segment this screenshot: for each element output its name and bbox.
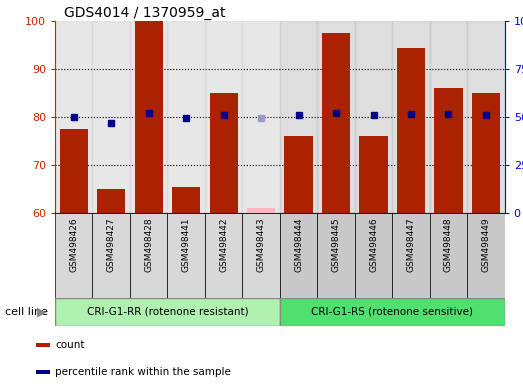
Text: GSM498446: GSM498446 (369, 217, 378, 272)
Bar (130, 21, 167, 213)
Bar (247, 208, 275, 213)
Bar (359, 136, 388, 213)
Bar (322, 33, 350, 213)
Text: GDS4014 / 1370959_at: GDS4014 / 1370959_at (64, 6, 225, 20)
Bar (392, 21, 430, 213)
Text: percentile rank within the sample: percentile rank within the sample (55, 367, 231, 377)
Bar (55, 298, 280, 326)
Text: GSM498443: GSM498443 (257, 217, 266, 272)
Text: count: count (55, 340, 84, 350)
Bar (430, 21, 467, 213)
Bar (55, 21, 93, 213)
Text: GSM498449: GSM498449 (482, 217, 491, 272)
Bar (467, 213, 505, 298)
Bar (93, 213, 130, 298)
Bar (60, 129, 88, 213)
Text: ▶: ▶ (37, 306, 47, 318)
Bar (167, 21, 205, 213)
Text: GSM498444: GSM498444 (294, 217, 303, 272)
Text: GSM498447: GSM498447 (406, 217, 415, 272)
Text: CRI-G1-RR (rotenone resistant): CRI-G1-RR (rotenone resistant) (86, 307, 248, 317)
Bar (55, 213, 93, 298)
Bar (97, 189, 125, 213)
Bar (242, 213, 280, 298)
Text: GSM498426: GSM498426 (69, 217, 78, 272)
Bar (280, 21, 317, 213)
Bar (172, 187, 200, 213)
Text: GSM498427: GSM498427 (107, 217, 116, 272)
Bar (130, 213, 167, 298)
Bar (36, 343, 50, 347)
Bar (167, 213, 205, 298)
Text: GSM498448: GSM498448 (444, 217, 453, 272)
Bar (280, 213, 317, 298)
Bar (93, 21, 130, 213)
Text: CRI-G1-RS (rotenone sensitive): CRI-G1-RS (rotenone sensitive) (311, 307, 473, 317)
Text: GSM498445: GSM498445 (332, 217, 340, 272)
Bar (205, 21, 242, 213)
Bar (435, 88, 462, 213)
Bar (355, 21, 392, 213)
Bar (134, 21, 163, 213)
Bar (285, 136, 313, 213)
Bar (242, 21, 280, 213)
Text: cell line: cell line (5, 307, 48, 317)
Bar (280, 298, 505, 326)
Bar (397, 48, 425, 213)
Text: GSM498428: GSM498428 (144, 217, 153, 272)
Bar (205, 213, 242, 298)
Bar (36, 370, 50, 374)
Bar (317, 21, 355, 213)
Bar (467, 21, 505, 213)
Bar (472, 93, 500, 213)
Bar (355, 213, 392, 298)
Text: GSM498441: GSM498441 (181, 217, 190, 272)
Text: GSM498442: GSM498442 (219, 217, 228, 272)
Bar (210, 93, 237, 213)
Bar (317, 213, 355, 298)
Bar (392, 213, 430, 298)
Bar (430, 213, 467, 298)
